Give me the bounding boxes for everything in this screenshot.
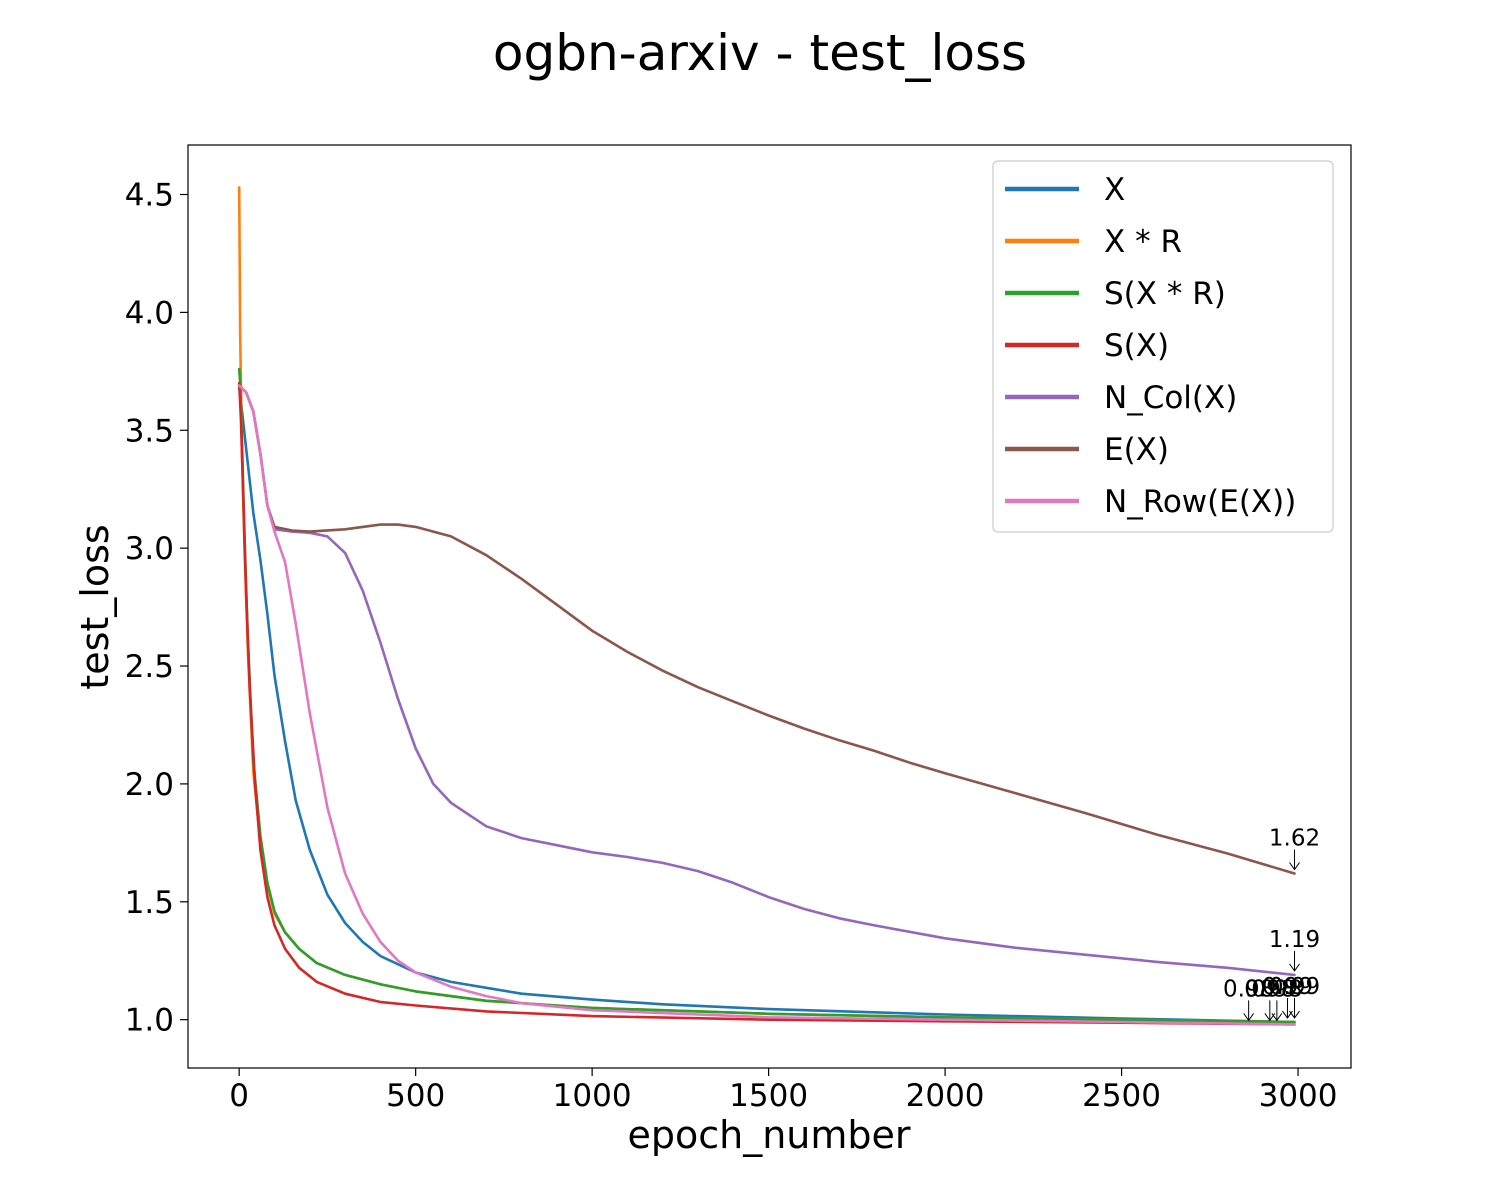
annotation: 0.99 xyxy=(1269,974,1320,1019)
x-tick-label: 500 xyxy=(386,1078,445,1114)
annotation-label: 0.99 xyxy=(1269,974,1320,1000)
legend-item: S(X * R) xyxy=(1005,276,1226,312)
annotation: 1.19 xyxy=(1269,927,1320,972)
series-line-0 xyxy=(237,384,1296,1024)
series-line-5 xyxy=(237,384,1296,875)
legend-item: X xyxy=(1005,172,1125,208)
x-tick-label: 1000 xyxy=(553,1078,632,1114)
legend-label: S(X) xyxy=(1104,328,1169,364)
y-axis: 1.0 1.5 2.0 2.5 3.0 3.5 4.0 4.5 xyxy=(125,178,188,1039)
y-tick-label: 4.0 xyxy=(125,295,174,331)
annotation-arrowhead xyxy=(1264,1013,1276,1022)
annotation: 0.98 xyxy=(1244,976,1295,1022)
annotation-label: 0.98 xyxy=(1244,976,1295,1002)
annotation-label: 0.99 xyxy=(1262,974,1313,1000)
annotation-arrowhead xyxy=(1282,1010,1293,1019)
y-tick-label: 1.5 xyxy=(125,885,174,921)
x-tick-label: 3000 xyxy=(1259,1078,1338,1114)
series-line-6 xyxy=(237,384,1296,1026)
x-tick-label: 1500 xyxy=(729,1078,808,1114)
annotation-label: 1.19 xyxy=(1269,927,1320,953)
y-tick-label: 2.0 xyxy=(125,767,174,803)
annotation-arrowhead xyxy=(1289,862,1300,871)
annotation: 1.62 xyxy=(1269,825,1320,871)
x-tick-label: 2500 xyxy=(1082,1078,1161,1114)
series-line-4 xyxy=(237,384,1296,977)
annotation-label: 1.62 xyxy=(1269,825,1320,851)
x-tick-label: 2000 xyxy=(906,1078,985,1114)
annotation-label: 0.98 xyxy=(1223,976,1274,1002)
y-tick-label: 3.0 xyxy=(125,531,174,567)
annotation-layer: 1.62 1.19 0.990.990.980.980.98 xyxy=(1223,825,1320,1022)
legend-label: N_Col(X) xyxy=(1104,380,1237,416)
legend-item: E(X) xyxy=(1005,432,1169,468)
legend-label: N_Row(E(X)) xyxy=(1104,484,1296,520)
legend-frame xyxy=(992,160,1334,533)
x-axis-label: epoch_number xyxy=(627,1113,910,1157)
legend: X X * R S(X * R) S(X) N_Col(X) E(X) N_Row(E(X)… xyxy=(992,160,1334,533)
annotation: 0.98 xyxy=(1251,976,1302,1022)
chart-title: ogbn-arxiv - test_loss xyxy=(493,24,1027,82)
legend-label: S(X * R) xyxy=(1104,276,1226,312)
annotation-label: 0.98 xyxy=(1251,976,1302,1002)
legend-label: E(X) xyxy=(1104,432,1169,468)
series-layer xyxy=(237,186,1296,1026)
legend-item: S(X) xyxy=(1005,328,1169,364)
annotation-arrowhead xyxy=(1243,1013,1255,1022)
legend-label: X xyxy=(1104,172,1125,208)
legend-entries: X X * R S(X * R) S(X) N_Col(X) E(X) N_Row(E(X)… xyxy=(1005,172,1296,520)
annotation: 0.99 xyxy=(1262,974,1313,1019)
legend-item: N_Col(X) xyxy=(1005,380,1237,416)
legend-item: X * R xyxy=(1005,224,1182,260)
y-tick-label: 2.5 xyxy=(125,649,174,685)
x-axis: 0 500 1000 1500 2000 2500 3000 xyxy=(229,1068,1338,1114)
annotation-arrowhead xyxy=(1289,963,1300,972)
x-tick-label: 0 xyxy=(229,1078,249,1114)
legend-item: N_Row(E(X)) xyxy=(1005,484,1296,520)
y-tick-label: 1.0 xyxy=(125,1003,174,1039)
y-tick-label: 4.5 xyxy=(125,178,174,214)
y-tick-label: 3.5 xyxy=(125,413,174,449)
y-axis-label: test_loss xyxy=(73,524,117,689)
legend-label: X * R xyxy=(1104,224,1182,260)
series-line-3 xyxy=(237,381,1296,1026)
annotation: 0.98 xyxy=(1223,976,1274,1022)
